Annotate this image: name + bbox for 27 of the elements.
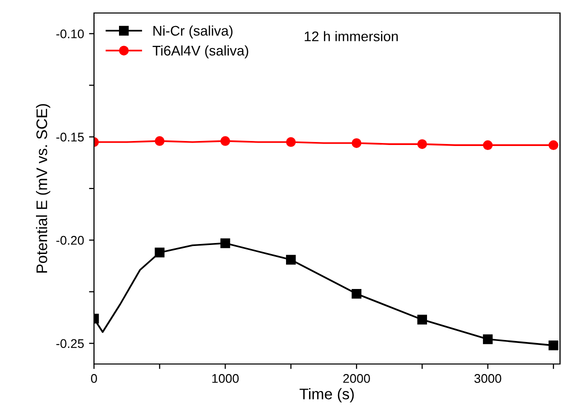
point [220, 136, 230, 146]
x-axis-title: Time (s) [300, 388, 354, 402]
annotation: 12 h immersion [304, 31, 398, 42]
y-tick-label: -0.10 [56, 29, 84, 38]
point [548, 140, 558, 150]
legend-label: Ti6Al4V (saliva) [152, 45, 248, 58]
point [417, 314, 428, 324]
y-tick-label: -0.25 [56, 339, 84, 348]
y-axis-title: Potential E (mV vs. SCE) [36, 104, 50, 273]
point [548, 340, 558, 350]
x-tick-label: 1000 [212, 374, 239, 383]
x-tick-label: 3000 [474, 374, 502, 383]
x-tick-label: 2000 [343, 374, 370, 383]
y-tick-label: -0.15 [56, 132, 84, 142]
point [482, 140, 493, 150]
point [417, 139, 428, 149]
x-tick-label: 0 [91, 374, 97, 383]
point [352, 138, 362, 148]
point [154, 248, 164, 258]
point [286, 137, 296, 147]
point [220, 238, 230, 248]
point [352, 288, 362, 299]
point [482, 334, 493, 344]
y-tick-label: -0.20 [56, 236, 84, 245]
point [154, 136, 164, 146]
point [286, 254, 296, 265]
legend-label: Ni-Cr (saliva) [153, 26, 232, 38]
